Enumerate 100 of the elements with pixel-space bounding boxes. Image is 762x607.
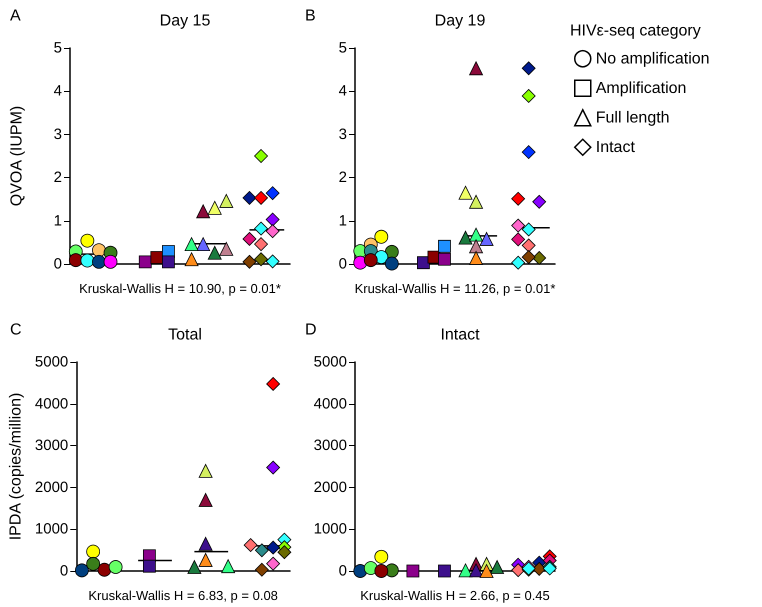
y-tick-label: 4000: [314, 395, 347, 412]
point: [438, 240, 451, 253]
text: B: [305, 8, 316, 24]
y-tick-label: 3000: [314, 437, 347, 454]
x-axis-title: Kruskal-Wallis H = 2.66, p = 0.45: [360, 588, 550, 603]
point: [438, 252, 451, 266]
y-axis-title: QVOA (IUPM): [8, 106, 26, 206]
point: [208, 246, 222, 260]
point: [75, 563, 89, 578]
legend-title: HIVε-seq category: [570, 22, 701, 40]
point: [80, 234, 94, 248]
y-tick-label: 1: [338, 212, 347, 230]
point: [266, 556, 280, 571]
point: [254, 237, 268, 252]
point: [244, 538, 258, 552]
point: [208, 200, 222, 215]
point: [469, 239, 483, 254]
legend-label: Amplification: [596, 80, 686, 97]
point: [219, 242, 234, 256]
point: [242, 232, 256, 246]
point: [511, 232, 526, 246]
point: [142, 560, 156, 573]
point: [196, 237, 210, 252]
point: [184, 252, 198, 266]
point: [522, 250, 536, 264]
x-axis-title: Kruskal-Wallis H = 11.26, p = 0.01*: [354, 281, 556, 296]
y-axis-title: IPDA (copies/million): [8, 392, 24, 540]
point: [196, 204, 210, 218]
point: [254, 562, 269, 577]
y-tick-label: 5000: [34, 354, 68, 370]
point: [219, 194, 234, 208]
point: [532, 251, 546, 265]
y-tick-label: 0: [338, 562, 347, 580]
point: [266, 377, 280, 391]
y-tick-label: 5000: [314, 354, 347, 370]
legend-label: Intact: [596, 138, 636, 156]
point: [254, 252, 268, 266]
point: [364, 253, 378, 268]
point: [374, 564, 388, 578]
x-axis-title: Kruskal-Wallis H = 6.83, p = 0.08: [88, 588, 278, 603]
y-tick-label: 3000: [34, 437, 68, 454]
point: [490, 560, 504, 574]
point: [384, 256, 399, 270]
y-tick-label: 0: [54, 256, 62, 272]
y-tick-label: 1000: [314, 520, 347, 538]
point: [522, 222, 536, 236]
point: [532, 194, 546, 209]
point: [266, 460, 280, 474]
y-tick-label: 3: [54, 126, 62, 143]
point: [458, 563, 472, 578]
y-tick-label: 1000: [34, 520, 68, 538]
point: [242, 191, 256, 205]
point: [266, 186, 280, 200]
point: [266, 540, 280, 554]
y-tick-label: 0: [338, 256, 347, 272]
point: [522, 89, 536, 103]
y-tick-label: 3: [338, 126, 347, 143]
point: [254, 149, 268, 163]
x-axis-title: Kruskal-Wallis H = 10.90, p = 0.01*: [79, 281, 281, 296]
point: [511, 218, 526, 232]
point: [522, 238, 536, 252]
point: [138, 255, 152, 268]
point: [511, 563, 526, 578]
point: [511, 192, 526, 206]
point: [198, 464, 213, 478]
point: [86, 556, 100, 571]
y-tick-label: 5: [338, 40, 347, 56]
point: [469, 228, 483, 242]
text: D: [305, 322, 317, 338]
point: [198, 493, 213, 507]
point: [458, 186, 472, 200]
y-tick-label: 1: [54, 212, 62, 230]
y-tick-label: 2: [338, 169, 347, 186]
point: [92, 254, 106, 269]
point: [469, 194, 483, 209]
point: [469, 61, 483, 76]
point: [522, 61, 536, 76]
point: [108, 560, 123, 574]
point: [266, 212, 280, 226]
y-tick-label: 4: [338, 82, 347, 100]
point: [458, 230, 472, 245]
y-tick-label: 2: [54, 169, 62, 186]
legend-label: Full length: [596, 109, 670, 126]
point: [98, 562, 112, 577]
y-tick-label: 2000: [34, 478, 68, 496]
point: [104, 254, 118, 269]
y-tick-label: 5: [54, 40, 62, 56]
point: [406, 564, 420, 578]
legend-label: No amplification: [596, 50, 710, 68]
point: [480, 232, 494, 246]
point: [254, 191, 268, 205]
y-tick-label: 0: [60, 562, 68, 580]
point: [374, 230, 388, 244]
point: [254, 543, 269, 558]
chart-title: Day 19: [434, 12, 486, 30]
chart-title: Intact: [440, 326, 480, 344]
text: A: [10, 8, 21, 24]
point: [480, 564, 494, 578]
point: [266, 224, 280, 238]
point: [86, 544, 100, 558]
